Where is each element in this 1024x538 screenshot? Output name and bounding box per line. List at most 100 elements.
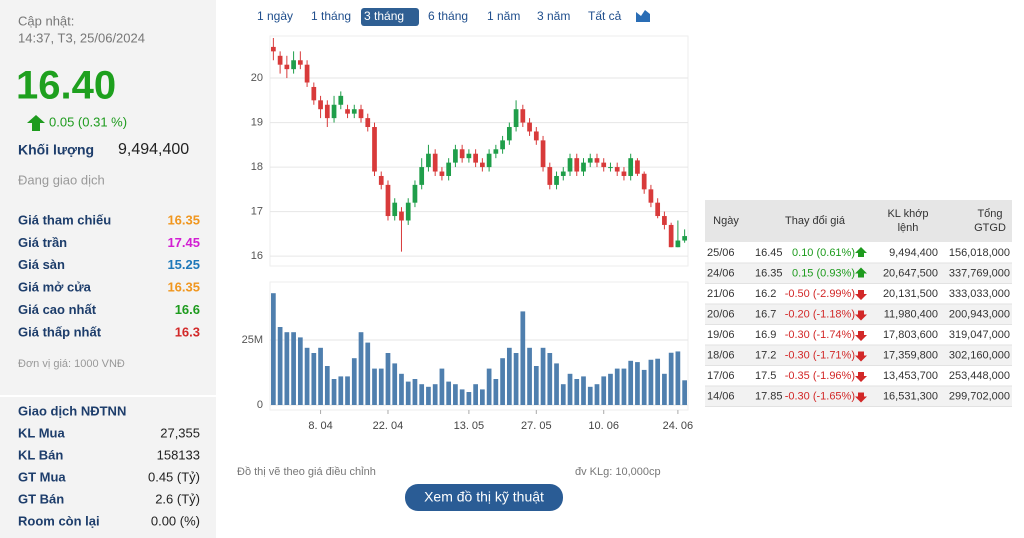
- candle-body: [432, 153, 438, 172]
- volume-bar: [291, 332, 296, 405]
- foreign-label: KL Mua: [18, 425, 65, 440]
- volume-bar: [466, 392, 472, 405]
- row-value: 156,018,000: [949, 247, 1010, 259]
- foreign-label: GT Mua: [18, 469, 66, 484]
- candle-body: [466, 153, 472, 159]
- candle-body: [668, 224, 674, 248]
- row-change: -0.35 (-1.96%): [785, 370, 855, 382]
- row-volume: 11,980,400: [884, 308, 938, 320]
- candle-body: [426, 153, 431, 168]
- volume-bar: [324, 366, 330, 405]
- range-tab[interactable]: 1 tháng: [311, 9, 351, 23]
- foreign-title: Giao dịch NĐTNN: [18, 403, 126, 418]
- volume-bar: [513, 353, 519, 405]
- volume-bar: [486, 368, 492, 405]
- row-date: 25/06: [707, 247, 735, 259]
- candle-body: [291, 60, 296, 70]
- volume-bar: [351, 358, 357, 405]
- row-value: 200,943,000: [949, 308, 1010, 320]
- row-volume: 13,453,700: [883, 370, 938, 382]
- volume-bar: [480, 389, 485, 405]
- volume-bar: [378, 368, 384, 405]
- volume-bar: [601, 376, 607, 405]
- volume-bar: [385, 353, 391, 405]
- volume-bar: [392, 363, 398, 405]
- price-panel: [269, 35, 689, 267]
- update-label: Cập nhật:: [18, 13, 74, 28]
- candle-body: [277, 55, 283, 65]
- volume-bar: [668, 352, 674, 405]
- candle-body: [675, 240, 681, 248]
- stat-value: 16.3: [175, 324, 200, 339]
- volume-bar: [506, 347, 512, 405]
- range-tab[interactable]: 3 năm: [537, 9, 570, 23]
- up-arrow: [27, 115, 45, 131]
- volume-bar: [574, 379, 580, 405]
- row-change: -0.20 (-1.18%): [785, 308, 855, 320]
- row-volume: 17,359,800: [883, 349, 938, 361]
- volume-bar: [372, 368, 377, 405]
- candle-body: [399, 211, 404, 221]
- row-price: 16.35: [755, 267, 783, 279]
- up-arrow: [855, 267, 867, 278]
- volume-bar: [432, 384, 438, 405]
- table-header: GTGD: [974, 222, 1006, 234]
- down-arrow: [855, 351, 867, 362]
- volume-bar: [594, 384, 600, 405]
- candle-body: [601, 162, 607, 168]
- volume-bar: [412, 379, 418, 405]
- table-header: Ngày: [713, 215, 739, 227]
- volume-bar: [527, 347, 532, 405]
- candle-body: [581, 162, 586, 172]
- down-arrow: [855, 310, 867, 321]
- stat-label: Giá tham chiếu: [18, 212, 111, 227]
- volume-bar: [675, 351, 681, 405]
- row-price: 16.45: [755, 247, 783, 259]
- stat-label: Giá mở cửa: [18, 280, 92, 295]
- candle-body: [385, 184, 391, 217]
- row-change: -0.30 (-1.71%): [785, 349, 855, 361]
- row-volume: 16,531,300: [883, 390, 938, 402]
- volume-bar: [648, 359, 654, 405]
- chart-icon[interactable]: [636, 10, 650, 22]
- technical-chart-button[interactable]: [405, 484, 563, 511]
- candle-body: [405, 202, 411, 221]
- candle-body: [621, 171, 627, 176]
- volume-bar: [271, 293, 276, 405]
- table-header: lệnh: [898, 222, 919, 234]
- candle-body: [439, 171, 445, 176]
- candle-body: [500, 140, 505, 150]
- price-change: 0.05 (0.31 %): [49, 114, 127, 129]
- table-header: Tổng: [977, 208, 1002, 220]
- unit-note: Đơn vị giá: 1000 VNĐ: [18, 358, 125, 370]
- candle-body: [486, 153, 492, 168]
- y-tick-label: 18: [251, 161, 263, 173]
- table-header: Thay đổi giá: [785, 215, 846, 227]
- range-tab[interactable]: Tất cả: [588, 9, 622, 23]
- volume-bar: [297, 337, 303, 405]
- volume-bar: [533, 366, 539, 405]
- volume-bar: [439, 368, 445, 405]
- candle-body: [392, 202, 398, 217]
- row-value: 302,160,000: [949, 349, 1010, 361]
- button-label[interactable]: Xem đồ thị kỹ thuật: [424, 489, 544, 505]
- range-tab[interactable]: 3 tháng: [364, 9, 404, 23]
- volume-bar: [614, 368, 620, 405]
- x-tick-label: 24. 06: [663, 420, 694, 432]
- candle-body: [682, 236, 687, 241]
- x-tick-label: 13. 05: [454, 420, 485, 432]
- volume-bar: [419, 384, 425, 405]
- range-tab[interactable]: 1 ngày: [257, 9, 293, 23]
- range-tab[interactable]: 1 năm: [487, 9, 520, 23]
- volume-bar: [655, 358, 661, 405]
- active-tab-bg[interactable]: [361, 8, 419, 26]
- candle-body: [473, 153, 478, 163]
- row-date: 20/06: [707, 308, 735, 320]
- candle-body: [520, 109, 526, 123]
- y-tick-label: 16: [251, 250, 263, 262]
- update-time: 14:37, T3, 25/06/2024: [18, 30, 145, 45]
- volume-bar: [358, 332, 364, 405]
- volume-bar: [473, 384, 478, 405]
- chart-note: Đồ thị vẽ theo giá điều chỉnh: [237, 466, 376, 478]
- range-tab[interactable]: 6 tháng: [428, 9, 468, 23]
